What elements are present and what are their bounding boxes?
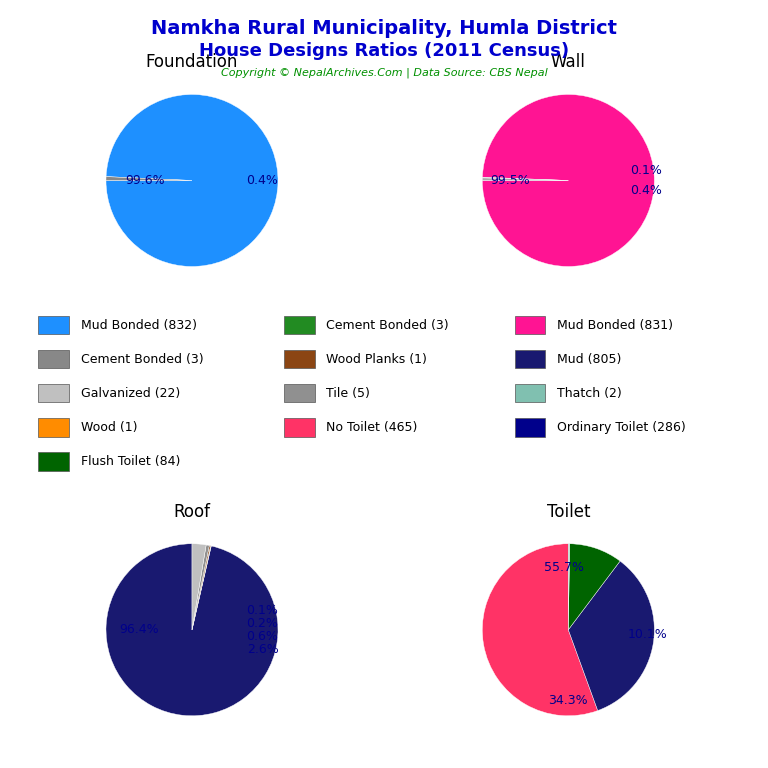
Text: 0.4%: 0.4% (247, 174, 279, 187)
Text: Ordinary Toilet (286): Ordinary Toilet (286) (557, 421, 686, 434)
Wedge shape (192, 545, 210, 630)
Wedge shape (106, 177, 192, 180)
Text: 34.3%: 34.3% (548, 694, 588, 707)
FancyBboxPatch shape (284, 316, 315, 334)
Wedge shape (482, 178, 568, 180)
Text: 99.6%: 99.6% (125, 174, 164, 187)
FancyBboxPatch shape (284, 350, 315, 369)
Text: Flush Toilet (84): Flush Toilet (84) (81, 455, 180, 468)
Wedge shape (106, 544, 278, 716)
FancyBboxPatch shape (284, 418, 315, 436)
Wedge shape (192, 546, 211, 630)
Text: House Designs Ratios (2011 Census): House Designs Ratios (2011 Census) (199, 42, 569, 60)
Wedge shape (192, 545, 210, 630)
Wedge shape (568, 544, 620, 630)
Text: 0.1%: 0.1% (630, 164, 662, 177)
Text: 0.4%: 0.4% (630, 184, 662, 197)
Text: Copyright © NepalArchives.Com | Data Source: CBS Nepal: Copyright © NepalArchives.Com | Data Sou… (220, 68, 548, 78)
Title: Foundation: Foundation (146, 54, 238, 71)
Text: Thatch (2): Thatch (2) (557, 387, 621, 399)
Wedge shape (482, 544, 598, 716)
Title: Wall: Wall (551, 54, 586, 71)
Wedge shape (568, 544, 570, 630)
Text: 0.2%: 0.2% (247, 617, 279, 631)
Text: Wood Planks (1): Wood Planks (1) (326, 353, 427, 366)
FancyBboxPatch shape (515, 418, 545, 436)
Text: Cement Bonded (3): Cement Bonded (3) (81, 353, 204, 366)
Wedge shape (482, 94, 654, 266)
Wedge shape (482, 177, 568, 180)
Wedge shape (192, 544, 206, 630)
FancyBboxPatch shape (515, 384, 545, 402)
Text: No Toilet (465): No Toilet (465) (326, 421, 418, 434)
Text: 99.5%: 99.5% (490, 174, 530, 187)
FancyBboxPatch shape (38, 384, 69, 402)
Text: 0.6%: 0.6% (247, 630, 279, 643)
Wedge shape (568, 561, 654, 710)
Text: Galvanized (22): Galvanized (22) (81, 387, 180, 399)
FancyBboxPatch shape (38, 418, 69, 436)
Title: Roof: Roof (174, 503, 210, 521)
Text: 0.1%: 0.1% (247, 604, 279, 617)
Title: Toilet: Toilet (547, 503, 590, 521)
FancyBboxPatch shape (284, 384, 315, 402)
FancyBboxPatch shape (38, 452, 69, 471)
Text: Wood (1): Wood (1) (81, 421, 137, 434)
FancyBboxPatch shape (515, 316, 545, 334)
Wedge shape (106, 94, 278, 266)
Text: 10.1%: 10.1% (627, 627, 667, 641)
Text: Mud Bonded (831): Mud Bonded (831) (557, 319, 673, 332)
Text: 55.7%: 55.7% (544, 561, 584, 574)
Text: 96.4%: 96.4% (119, 624, 158, 636)
FancyBboxPatch shape (38, 316, 69, 334)
Text: Namkha Rural Municipality, Humla District: Namkha Rural Municipality, Humla Distric… (151, 19, 617, 38)
Text: Cement Bonded (3): Cement Bonded (3) (326, 319, 449, 332)
FancyBboxPatch shape (38, 350, 69, 369)
Text: Tile (5): Tile (5) (326, 387, 370, 399)
FancyBboxPatch shape (515, 350, 545, 369)
Text: Mud Bonded (832): Mud Bonded (832) (81, 319, 197, 332)
Text: Mud (805): Mud (805) (557, 353, 621, 366)
Text: 2.6%: 2.6% (247, 643, 279, 656)
